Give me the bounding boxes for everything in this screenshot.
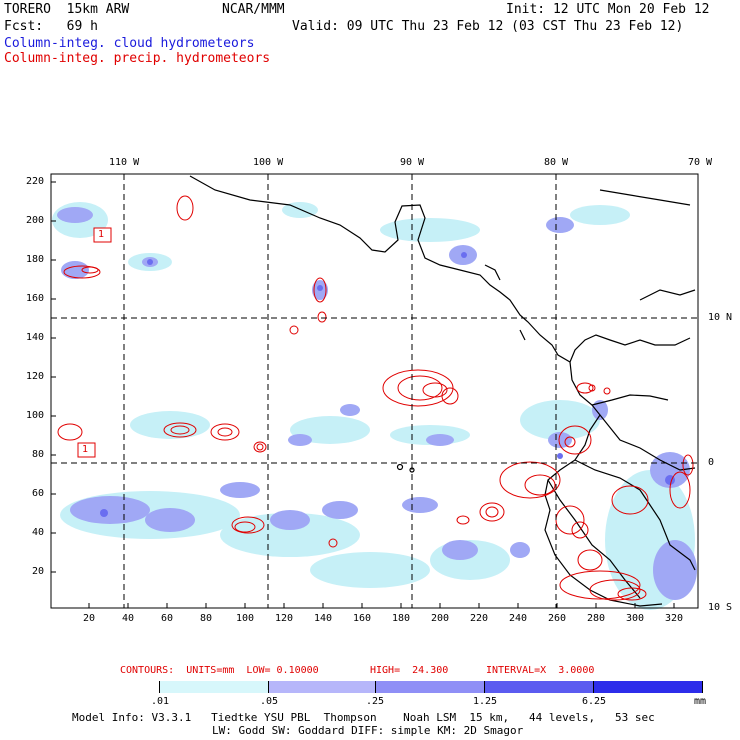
cloud-shading [52, 202, 697, 610]
colorbar-label: .01 [151, 696, 170, 707]
lat-label-10s: 10 S [708, 602, 733, 613]
lat-label-10n: 10 N [708, 312, 733, 323]
lat-label-0: 0 [708, 457, 715, 468]
contour-units: CONTOURS: UNITS=mm LOW= 0.10000 [120, 665, 319, 676]
y-tick-label: 220 [26, 176, 45, 187]
colorbar-cell [594, 681, 702, 693]
center-label: NCAR/MMM [222, 2, 285, 17]
x-tick-label: 40 [122, 613, 135, 624]
valid-time: Valid: 09 UTC Thu 23 Feb 12 (03 CST Thu … [292, 19, 684, 34]
plot-frame [50, 173, 699, 609]
x-tick-label: 200 [431, 613, 450, 624]
field-cloud-label: Column-integ. cloud hydrometeors [4, 36, 255, 51]
coastlines [189, 175, 696, 607]
model-info-line1: Model Info: V3.3.1 Tiedtke YSU PBL Thomp… [72, 711, 655, 724]
y-tick-label: 200 [26, 215, 45, 226]
y-tick-label: 160 [26, 293, 45, 304]
y-tick-label: 60 [32, 488, 45, 499]
model-title: TORERO 15km ARW [4, 2, 130, 17]
x-tick-label: 280 [587, 613, 606, 624]
x-tick-label: 120 [275, 613, 294, 624]
colorbar-label: .25 [366, 696, 385, 707]
colorbar-label: 1.25 [473, 696, 498, 707]
x-tick-label: 220 [470, 613, 489, 624]
x-tick-label: 100 [236, 613, 255, 624]
lon-label-100w: 100 W [253, 157, 284, 168]
x-tick-label: 60 [161, 613, 174, 624]
colorbar-cell [376, 681, 485, 693]
contour-label-1: 1 [98, 229, 105, 240]
field-precip-label: Column-integ. precip. hydrometeors [4, 51, 271, 66]
forecast-hour: Fcst: 69 h [4, 19, 98, 34]
lon-label-110w: 110 W [109, 157, 140, 168]
x-tick-label: 80 [200, 613, 213, 624]
x-tick-label: 300 [626, 613, 645, 624]
x-tick-label: 240 [509, 613, 528, 624]
contour-high: HIGH= 24.300 [370, 665, 449, 676]
axis-ticks [51, 181, 675, 608]
y-tick-label: 20 [32, 566, 45, 577]
y-tick-label: 180 [26, 254, 45, 265]
x-tick-label: 320 [665, 613, 684, 624]
x-tick-label: 160 [353, 613, 372, 624]
colorbar-cell [160, 681, 269, 693]
x-tick-label: 140 [314, 613, 333, 624]
colorbar-units: mm [694, 696, 707, 707]
x-tick-label: 180 [392, 613, 411, 624]
colorbar-cell [269, 681, 376, 693]
lon-label-90w: 90 W [400, 157, 425, 168]
y-tick-label: 40 [32, 527, 45, 538]
colorbar-label: 6.25 [582, 696, 607, 707]
y-tick-label: 100 [26, 410, 45, 421]
x-tick-label: 260 [548, 613, 567, 624]
precip-contours [57, 195, 694, 601]
latlon-grid [51, 174, 698, 608]
y-tick-label: 80 [32, 449, 45, 460]
init-time: Init: 12 UTC Mon 20 Feb 12 [506, 2, 710, 17]
colorbar-cell [485, 681, 594, 693]
y-tick-label: 140 [26, 332, 45, 343]
contour-label-2: 1 [82, 444, 89, 455]
lon-label-80w: 80 W [544, 157, 569, 168]
lon-label-70w: 70 W [688, 157, 713, 168]
contour-label-boxes [77, 227, 112, 458]
colorbar-cell [51, 681, 160, 693]
model-info-line2: LW: Godd SW: Goddard DIFF: simple KM: 2D… [212, 724, 524, 737]
colorbar-label: .05 [260, 696, 279, 707]
contour-interval: INTERVAL=X 3.0000 [486, 665, 595, 676]
x-tick-label: 20 [83, 613, 96, 624]
y-tick-label: 120 [26, 371, 45, 382]
